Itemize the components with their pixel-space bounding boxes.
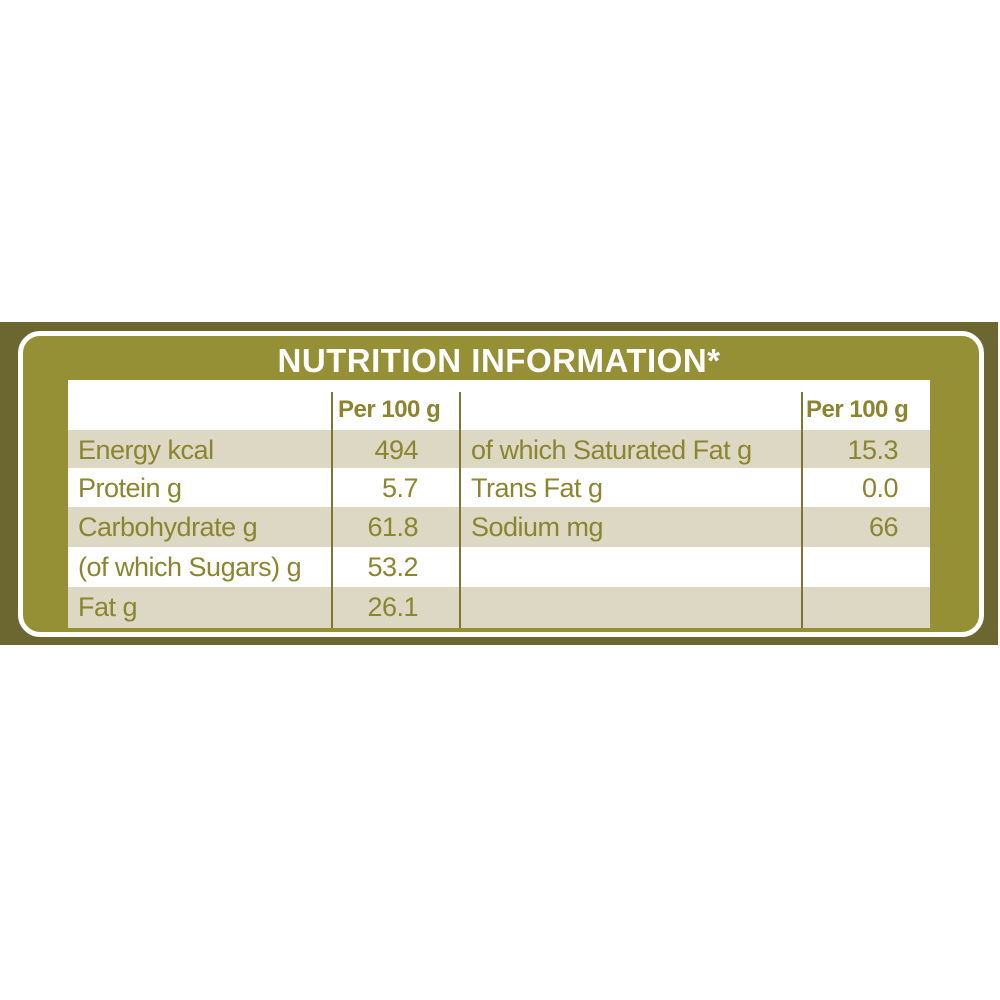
nutrient-value: 61.8 (367, 512, 418, 542)
table-row: Energy kcal 494 of which Saturated Fat g 15… (68, 430, 930, 468)
nutrient-value: 494 (374, 435, 418, 465)
table-row: (of which Sugars) g 53.2 (68, 547, 930, 587)
nutrient-value: 26.1 (367, 592, 418, 622)
nutrient-label: Fat g (78, 592, 138, 622)
nutrient-value: 5.7 (381, 473, 419, 503)
left-column-header: Per 100 g (338, 396, 441, 423)
nutrient-label: Energy kcal (78, 435, 214, 465)
column-divider (459, 392, 461, 628)
nutrient-label: Protein g (78, 473, 182, 503)
table-row: Protein g 5.7 Trans Fat g 0.0 (68, 468, 930, 507)
column-divider (801, 392, 803, 628)
header-row: Per 100 g Per 100 g (68, 390, 930, 430)
nutrient-value: 66 (868, 512, 899, 542)
table-title: NUTRITION INFORMATION* (68, 340, 930, 380)
nutrient-value (802, 587, 898, 628)
right-column-header: Per 100 g (806, 396, 909, 423)
nutrient-value (802, 547, 898, 587)
nutrient-label: Trans Fat g (471, 473, 603, 503)
table-row: Fat g 26.1 (68, 587, 930, 628)
nutrient-label: (of which Sugars) g (78, 552, 302, 582)
nutrient-label: Sodium mg (471, 512, 604, 542)
nutrient-label: Carbohydrate g (78, 512, 258, 542)
nutrient-value: 53.2 (367, 552, 418, 582)
nutrient-value: 15.3 (847, 435, 898, 465)
nutrient-label: of which Saturated Fat g (471, 435, 752, 465)
nutrition-table: NUTRITION INFORMATION* Per 100 g Per 100… (68, 340, 930, 628)
column-divider (331, 392, 333, 628)
nutrient-value: 0.0 (861, 473, 899, 503)
table-row: Carbohydrate g 61.8 Sodium mg 66 (68, 507, 930, 547)
